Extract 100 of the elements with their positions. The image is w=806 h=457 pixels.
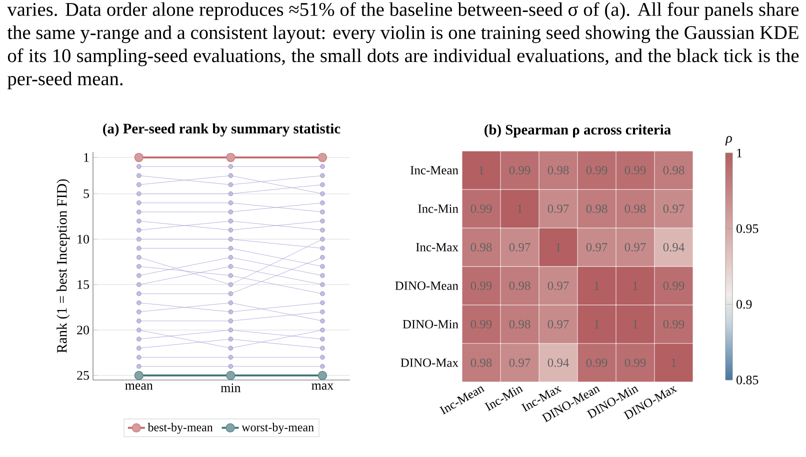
color-bar-label: 0.85 [736,376,758,384]
point [136,309,142,314]
y-tick-label: 5 [84,189,89,198]
point [320,364,325,369]
data-label: 0.97 [548,282,569,290]
point [136,228,142,233]
point [228,182,234,188]
color-bar-label: 0.9 [736,300,752,309]
point [136,236,142,242]
data-label: 0.99 [470,282,492,290]
point [320,254,325,260]
point [136,318,142,324]
point [320,200,325,206]
point [320,173,325,178]
point [136,264,142,269]
point [228,218,234,224]
data-label: 0.98 [663,166,684,174]
point [228,364,234,369]
point [134,370,144,380]
data-label: 0.99 [624,166,646,174]
point [136,218,142,224]
y-tick-label: Inc-Mean [410,166,458,174]
data-label: 0.98 [470,243,492,252]
point [136,282,142,288]
point [136,246,142,251]
point [320,182,325,188]
data-label: 0.98 [548,166,569,174]
point [136,364,142,369]
point [228,228,234,233]
point [320,354,325,360]
point [136,254,142,260]
x-tick-label: max [312,384,334,390]
point [228,328,234,332]
data-label: 0.98 [624,204,646,213]
data-label: 0.97 [624,243,646,252]
point [228,300,234,306]
data-label: 0.98 [470,358,492,367]
data-label: 0.94 [548,358,569,367]
data-label: 0.97 [509,358,530,367]
y-tick-label: 20 [77,326,89,334]
color-bar-label: 0.95 [736,224,758,234]
point [136,210,142,214]
point [136,354,142,360]
point [136,328,142,332]
data-label: 1 [518,204,522,213]
y-tick-label: DINO-Max [400,358,458,367]
point [136,336,142,342]
data-label: 0.99 [586,358,608,367]
legend-label: best-by-mean [148,422,213,434]
data-label: 1 [479,166,484,174]
point [320,264,325,269]
point [228,164,234,169]
data-label: 0.97 [663,204,684,213]
point [136,182,142,188]
point [320,164,325,169]
point [136,200,142,206]
data-label: 0.99 [624,358,646,367]
data-label: 0.99 [586,166,608,174]
y-tick-label: 10 [78,234,89,244]
point [320,291,325,296]
point [320,336,325,342]
point [320,218,325,224]
y-tick-label: 25 [77,371,89,380]
point [136,300,142,306]
point [136,291,142,296]
point [320,191,325,196]
point [228,200,234,206]
point [228,309,234,314]
point [228,246,234,251]
data-label: 0.99 [470,320,492,328]
point [136,173,142,178]
y-tick-label: DINO-Min [402,320,458,328]
x-tick-label: min [220,384,241,392]
point [320,346,325,351]
point [228,210,234,214]
data-label: 0.97 [548,204,569,213]
data-label: 1 [633,282,638,290]
point [320,236,325,242]
point [228,264,234,269]
data-label: 0.99 [663,282,684,290]
point [136,346,142,351]
point [228,318,234,324]
data-label: 1 [594,282,600,290]
point [320,282,325,288]
point [228,236,234,242]
point [228,273,234,278]
point [228,291,234,296]
point [228,191,234,196]
data-label: 0.97 [509,243,530,252]
y-tick-label: 15 [78,280,89,289]
point [226,152,236,162]
data-label: 1 [594,320,600,328]
data-label: 0.97 [586,243,608,252]
data-label: 0.97 [548,320,569,328]
point [136,191,142,196]
chart-title: (b) Spearman ρ across criteria [484,124,671,138]
point [228,336,234,342]
point [318,152,328,162]
point [228,354,234,360]
point [320,309,325,314]
